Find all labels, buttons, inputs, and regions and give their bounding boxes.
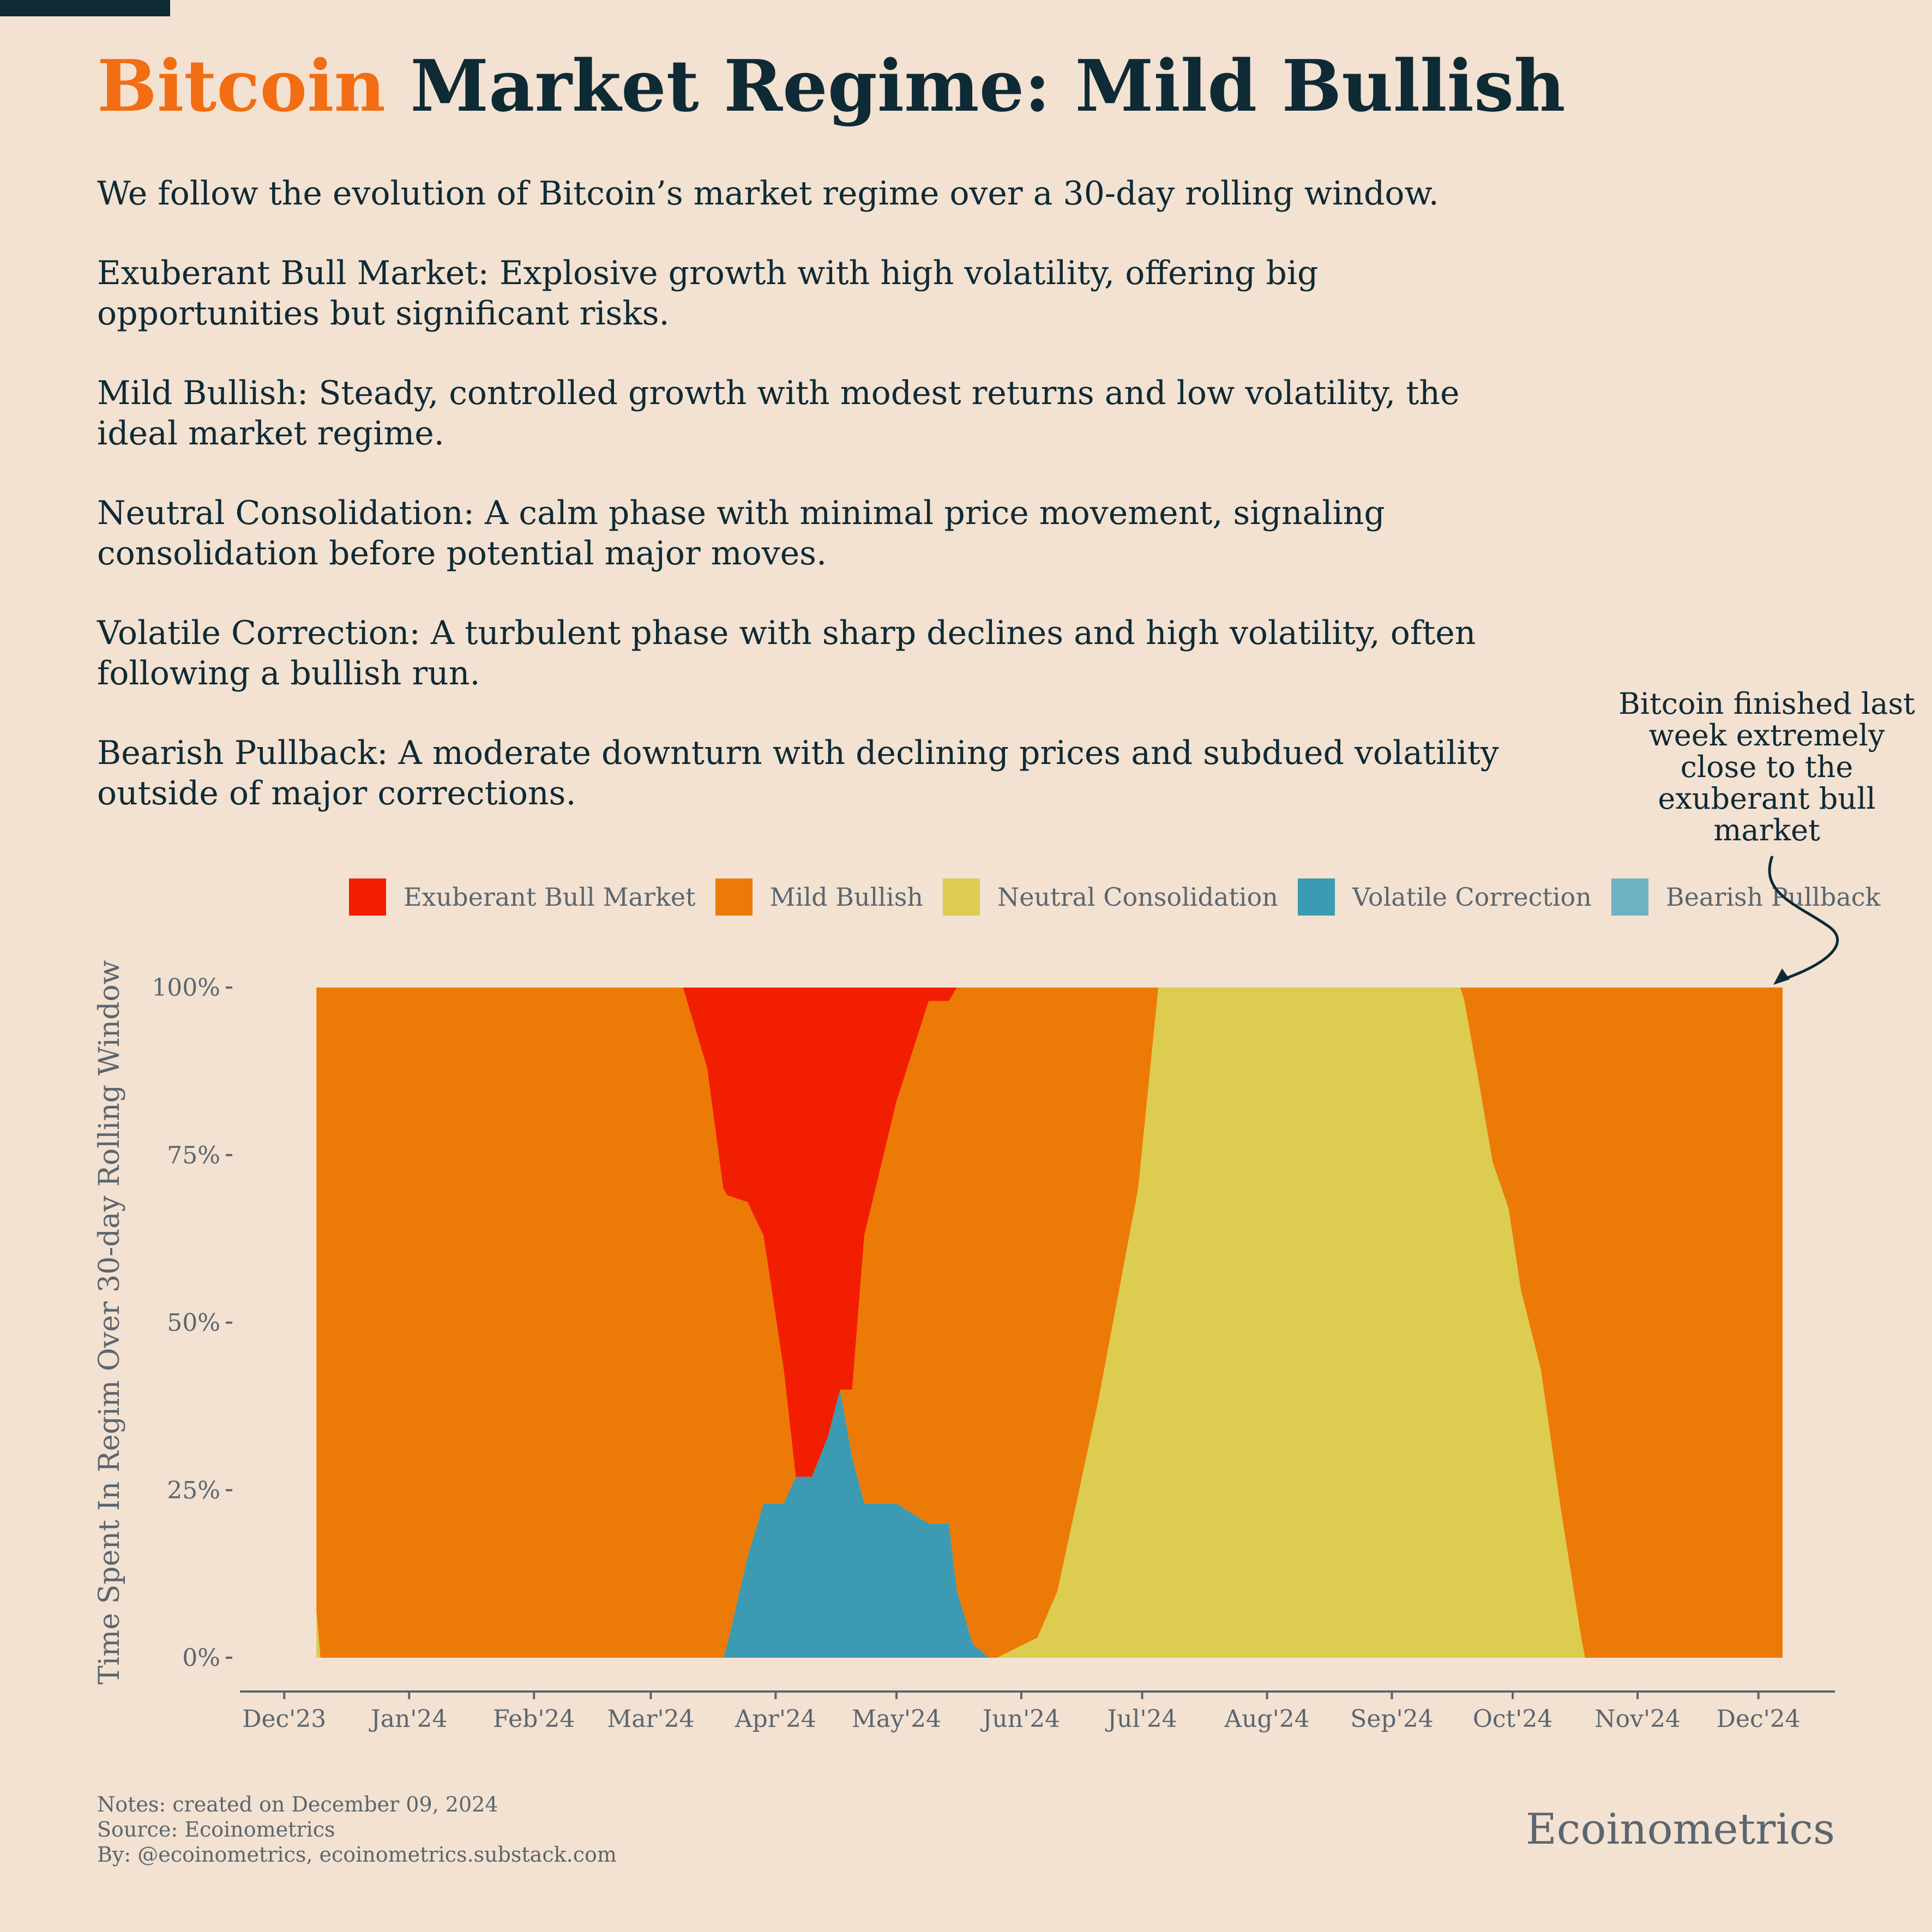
legend-item-bearish: Bearish Pullback <box>1611 878 1881 916</box>
legend-label-exuberant: Exuberant Bull Market <box>404 882 696 912</box>
legend-swatch-exuberant <box>349 878 386 916</box>
description: We follow the evolution of Bitcoin’s mar… <box>97 173 1515 853</box>
x-tick-label: Oct'24 <box>1473 1705 1552 1733</box>
area-neutral-consolidation <box>316 988 1783 1658</box>
legend-swatch-mild-bullish <box>715 878 753 916</box>
corner-accent-bar <box>0 0 170 16</box>
chart-legend: Exuberant Bull Market Mild Bullish Neutr… <box>349 875 1900 919</box>
notes-created: Notes: created on December 09, 2024 <box>97 1792 498 1816</box>
x-tick-label: Apr'24 <box>735 1705 816 1733</box>
x-tick-label: May'24 <box>852 1705 941 1733</box>
legend-label-mild-bullish: Mild Bullish <box>769 882 923 912</box>
y-tick-label: 0% <box>182 1644 220 1672</box>
y-tick-label: 75% <box>167 1141 220 1169</box>
x-tick-label: Mar'24 <box>607 1705 694 1733</box>
y-tick-label: 25% <box>167 1477 220 1504</box>
x-tick-label: Jul'24 <box>1105 1705 1177 1733</box>
description-bearish: Bearish Pullback: A moderate downturn wi… <box>97 734 1499 812</box>
legend-label-neutral: Neutral Consolidation <box>997 882 1278 912</box>
x-tick-label: Dec'23 <box>242 1705 326 1733</box>
chart-areas <box>316 988 1783 1658</box>
description-intro: We follow the evolution of Bitcoin’s mar… <box>97 174 1439 213</box>
x-tick-label: Sep'24 <box>1350 1705 1433 1733</box>
chart-annotation: Bitcoin finished last week extremely clo… <box>1618 687 1915 847</box>
x-tick-label: Jan'24 <box>369 1705 447 1733</box>
description-volatile: Volatile Correction: A turbulent phase w… <box>97 614 1476 693</box>
page-title: Bitcoin Market Regime: Mild Bullish <box>97 44 1566 129</box>
legend-swatch-volatile <box>1297 878 1335 916</box>
description-mild-bullish: Mild Bullish: Steady, controlled growth … <box>97 374 1460 453</box>
x-tick-label: Aug'24 <box>1224 1705 1309 1733</box>
legend-swatch-bearish <box>1611 878 1648 916</box>
legend-item-neutral: Neutral Consolidation <box>942 878 1278 916</box>
description-exuberant: Exuberant Bull Market: Explosive growth … <box>97 254 1319 333</box>
title-rest: Market Regime: Mild Bullish <box>410 44 1566 128</box>
x-tick-label: Nov'24 <box>1594 1705 1681 1733</box>
notes-byline: By: @ecoinometrics, ecoinometrics.substa… <box>97 1843 617 1867</box>
brand-logo-text: Ecoinometrics <box>1525 1805 1835 1854</box>
y-axis-title: Time Spent In Regim Over 30-day Rolling … <box>93 960 126 1684</box>
chart-notes: Notes: created on December 09, 2024 Sour… <box>97 1792 617 1867</box>
x-tick-label: Feb'24 <box>493 1705 575 1733</box>
y-tick-label: 100% <box>152 974 220 1002</box>
legend-item-volatile: Volatile Correction <box>1297 878 1592 916</box>
legend-item-mild-bullish: Mild Bullish <box>715 878 923 916</box>
x-tick-label: Dec'24 <box>1717 1705 1801 1733</box>
legend-swatch-neutral <box>942 878 980 916</box>
description-neutral: Neutral Consolidation: A calm phase with… <box>97 494 1385 573</box>
legend-label-bearish: Bearish Pullback <box>1665 882 1881 912</box>
area-mild-bullish <box>316 988 1783 1658</box>
chart-axes: Dec'23 Jan'24 Feb'24 Mar'24 Apr'24 May'24 Jun'… <box>93 960 1835 1733</box>
notes-source: Source: Ecoinometrics <box>97 1817 335 1841</box>
annotation-arrowhead <box>1773 968 1790 985</box>
annotation-arrow <box>1768 856 1839 983</box>
legend-label-volatile: Volatile Correction <box>1352 882 1592 912</box>
x-tick-label: Jun'24 <box>980 1705 1060 1733</box>
y-tick-label: 50% <box>167 1309 220 1337</box>
title-highlight: Bitcoin <box>97 44 386 128</box>
legend-item-exuberant: Exuberant Bull Market <box>349 878 696 916</box>
